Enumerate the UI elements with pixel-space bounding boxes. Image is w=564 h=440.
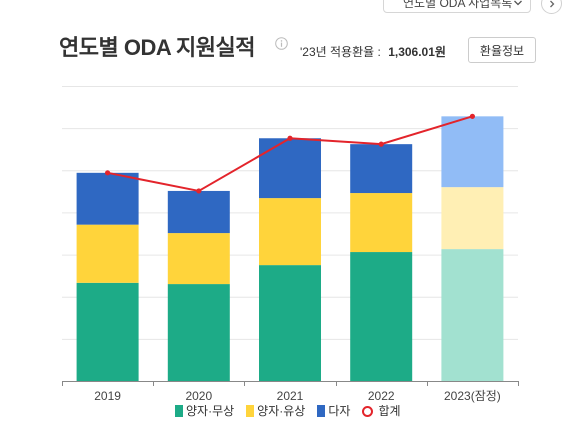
legend-swatch xyxy=(175,405,183,417)
bar-segment[interactable] xyxy=(441,249,504,381)
total-point[interactable] xyxy=(105,170,111,176)
exchange-rate: '23년 적용환율 : 1,306.01원 xyxy=(300,43,446,60)
legend-swatch xyxy=(246,405,255,417)
bar-segment[interactable] xyxy=(167,284,230,381)
bar-segment[interactable] xyxy=(350,252,413,381)
chevron-right-icon xyxy=(548,0,556,13)
info-icon[interactable] xyxy=(275,37,288,50)
tick-label: 2023(잠정) xyxy=(444,389,501,403)
bar-segment[interactable] xyxy=(441,116,504,188)
tick-label: 2019 xyxy=(94,389,121,403)
tick-label: 2020 xyxy=(185,389,212,403)
bar-segment[interactable] xyxy=(350,193,413,253)
legend-swatch xyxy=(317,405,326,417)
bar-segment[interactable] xyxy=(76,172,139,225)
bar-segment[interactable] xyxy=(259,198,321,266)
exchange-rate-value: 1,306.01원 xyxy=(388,45,446,59)
legend-item-total[interactable]: 합계 xyxy=(362,404,401,418)
total-point[interactable] xyxy=(378,141,384,147)
legend-label: 양자·유상 xyxy=(257,404,306,418)
project-list-dropdown[interactable]: 연도별 ODA 사업목록 xyxy=(383,0,531,13)
bar-segment[interactable] xyxy=(350,144,413,194)
bar-segment[interactable] xyxy=(259,138,321,199)
legend-item-multilateral[interactable]: 다자 xyxy=(317,404,350,418)
dropdown-label: 연도별 ODA 사업목록 xyxy=(403,0,513,10)
total-point[interactable] xyxy=(469,113,475,119)
tick-label: 2021 xyxy=(277,389,304,403)
tick-label: 2022 xyxy=(368,389,395,403)
bar-segment[interactable] xyxy=(76,224,139,283)
legend-label: 양자·무상 xyxy=(186,404,235,418)
legend-line-marker xyxy=(362,405,374,417)
chevron-down-icon xyxy=(513,0,523,7)
chart-title: 연도별 ODA 지원실적 xyxy=(59,35,255,60)
bar-segment[interactable] xyxy=(76,282,139,381)
bar-segment[interactable] xyxy=(259,265,321,381)
legend-item-loan[interactable]: 양자·유상 xyxy=(246,404,305,418)
exchange-rate-button[interactable]: 환율정보 xyxy=(468,37,536,63)
bar-segment[interactable] xyxy=(167,190,230,234)
bar-segment[interactable] xyxy=(167,233,230,285)
bar-segment[interactable] xyxy=(441,187,504,250)
legend-item-grant[interactable]: 양자·무상 xyxy=(175,404,234,418)
exchange-rate-label: '23년 적용환율 : xyxy=(300,45,381,59)
legend-label: 합계 xyxy=(378,404,401,418)
total-point[interactable] xyxy=(196,188,202,194)
legend-label: 다자 xyxy=(328,404,351,418)
total-point[interactable] xyxy=(287,135,293,141)
legend: 양자·무상 양자·유상 다자 합계 xyxy=(175,404,401,418)
